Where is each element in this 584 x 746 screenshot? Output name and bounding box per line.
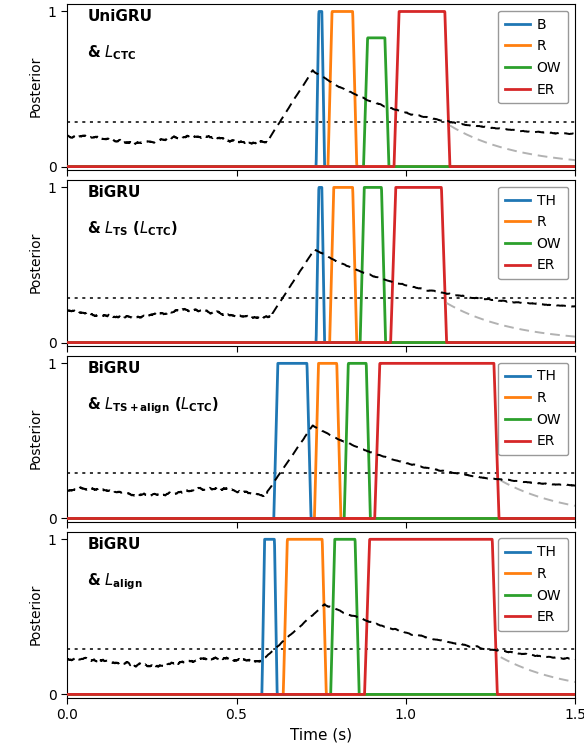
Text: UniGRU: UniGRU	[88, 9, 152, 24]
Text: BiGRU: BiGRU	[88, 185, 141, 200]
Text: & $\mathbf{\mathit{L}_{TS+align}}$ $\mathbf{(\mathit{L}_{CTC})}$: & $\mathbf{\mathit{L}_{TS+align}}$ $\mat…	[88, 395, 219, 416]
Legend: TH, R, OW, ER: TH, R, OW, ER	[498, 186, 568, 280]
Legend: TH, R, OW, ER: TH, R, OW, ER	[498, 363, 568, 455]
Text: & $\mathbf{\mathit{L}_{CTC}}$: & $\mathbf{\mathit{L}_{CTC}}$	[88, 43, 137, 62]
X-axis label: Time (s): Time (s)	[290, 727, 352, 742]
Text: BiGRU: BiGRU	[88, 360, 141, 375]
Legend: TH, R, OW, ER: TH, R, OW, ER	[498, 539, 568, 631]
Y-axis label: Posterior: Posterior	[28, 408, 42, 469]
Text: & $\mathbf{\mathit{L}_{align}}$: & $\mathbf{\mathit{L}_{align}}$	[88, 571, 143, 592]
Legend: B, R, OW, ER: B, R, OW, ER	[498, 10, 568, 104]
Y-axis label: Posterior: Posterior	[28, 584, 42, 645]
Text: BiGRU: BiGRU	[88, 536, 141, 551]
Y-axis label: Posterior: Posterior	[28, 56, 42, 117]
Y-axis label: Posterior: Posterior	[28, 232, 42, 293]
Text: & $\mathbf{\mathit{L}_{TS}}$ $\mathbf{(\mathit{L}_{CTC})}$: & $\mathbf{\mathit{L}_{TS}}$ $\mathbf{(\…	[88, 219, 178, 238]
